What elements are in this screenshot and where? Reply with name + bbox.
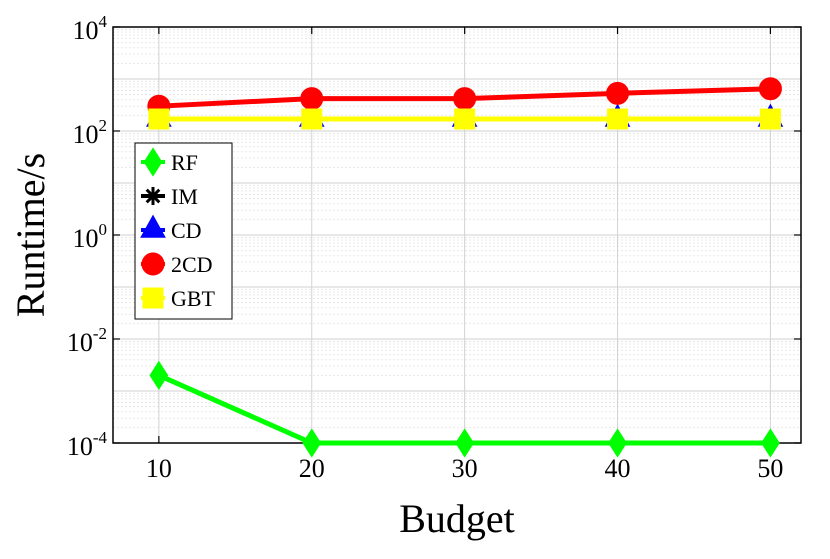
y-tick-label: 102: [73, 116, 108, 149]
series-gbt: [148, 108, 781, 130]
legend-label-gbt: GBT: [171, 286, 216, 311]
point-2cd: [453, 87, 477, 111]
point-gbt: [759, 108, 781, 130]
point-rf: [302, 428, 322, 458]
legend-marker-gbt: [142, 287, 164, 309]
grid: [113, 27, 801, 444]
x-tick-label: 40: [605, 454, 631, 483]
point-2cd: [300, 87, 324, 111]
point-gbt: [607, 108, 629, 130]
x-tick-label: 20: [299, 454, 325, 483]
point-rf: [455, 428, 475, 458]
legend-marker-im: [144, 187, 162, 205]
point-rf: [761, 428, 780, 458]
legend-label-cd: CD: [171, 218, 202, 243]
y-tick-label: 10-2: [67, 324, 107, 357]
y-tick-label: 10-4: [67, 428, 108, 461]
x-tick-label: 30: [452, 454, 478, 483]
legend-label-im: IM: [171, 184, 198, 209]
legend-marker-cd: [140, 214, 166, 238]
series-rf: [149, 360, 780, 458]
legend-label-2cd: 2CD: [171, 252, 213, 277]
legend: RF IM CD 2CD GBT: [134, 142, 233, 320]
legend-marker-rf: [143, 147, 163, 177]
point-2cd: [606, 81, 630, 105]
x-tick-label: 50: [757, 454, 783, 483]
point-gbt: [301, 108, 323, 130]
series: [146, 77, 784, 458]
x-tick-label: 10: [146, 454, 172, 483]
y-tick-label: 100: [73, 220, 108, 253]
ticks: 10 20 30 40 50 10-4 10-2 100 102 104: [67, 12, 801, 483]
point-gbt: [454, 108, 476, 130]
point-gbt: [148, 108, 170, 130]
legend-label-rf: RF: [171, 150, 198, 175]
point-rf: [608, 428, 627, 458]
point-rf: [149, 360, 169, 391]
legend-marker-2cd: [141, 252, 165, 276]
x-axis-title: Budget: [399, 496, 515, 541]
series-2cd: [147, 77, 782, 118]
y-tick-label: 104: [73, 12, 108, 45]
point-2cd: [758, 77, 782, 101]
y-axis-title: Runtime/s: [8, 153, 53, 317]
